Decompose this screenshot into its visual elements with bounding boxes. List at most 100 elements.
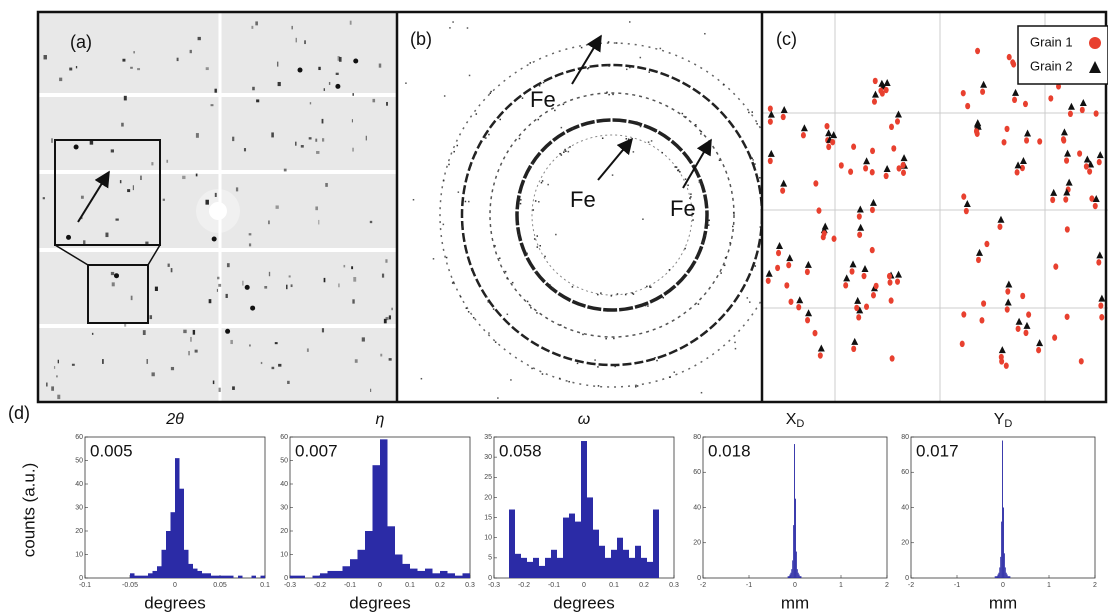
ring-spot	[636, 385, 639, 387]
panel-a	[38, 12, 397, 402]
ring-spot	[456, 144, 459, 147]
diffraction-spot	[349, 20, 352, 25]
y-tick-label: 35	[484, 434, 492, 441]
bar	[206, 573, 211, 578]
grain-1-spot	[997, 223, 1003, 230]
annotation: 0.005	[90, 441, 133, 460]
ring-spot	[661, 151, 663, 154]
diffuse-spot	[452, 21, 454, 23]
diffuse-spot	[432, 258, 435, 260]
diffraction-spot	[352, 93, 354, 96]
diffraction-spot	[264, 285, 268, 289]
ring-spot	[732, 225, 734, 228]
diffraction-spot	[176, 57, 179, 62]
ring-spot	[470, 164, 472, 167]
bar	[139, 575, 144, 578]
diffraction-spot	[308, 137, 312, 140]
ring-spot	[530, 307, 532, 309]
ring-spot	[535, 271, 538, 273]
ring-spot	[755, 255, 757, 257]
ring-spot	[700, 183, 702, 185]
diffraction-spot	[89, 140, 94, 145]
ring-spot	[639, 125, 642, 128]
bar	[788, 576, 790, 578]
ring-spot	[692, 219, 694, 221]
grain-1-spot	[963, 207, 969, 215]
bar	[527, 561, 533, 578]
ring-spot	[565, 150, 567, 152]
ring-spot	[571, 286, 574, 288]
grain-1-spot	[975, 47, 981, 55]
bar	[432, 573, 440, 578]
y-tick-label: 80	[693, 434, 701, 441]
ring-spot	[723, 264, 726, 267]
grain-1-spot	[1036, 346, 1042, 354]
x-tick-label: -0.1	[548, 582, 560, 589]
diffraction-spot	[291, 25, 293, 30]
ring-spot	[600, 292, 602, 294]
y-tick-label: 20	[75, 528, 83, 535]
grain-2-spot	[780, 105, 788, 113]
y-tick-label: 20	[693, 540, 701, 547]
diffraction-spot	[121, 122, 124, 127]
ring-spot	[487, 301, 490, 303]
grain-1-spot	[894, 118, 900, 125]
ring-spot	[445, 256, 448, 259]
x-tick-label: 0.1	[405, 582, 415, 589]
ring-spot	[569, 146, 571, 148]
ring-spot	[558, 377, 561, 380]
bar	[569, 513, 575, 578]
ring-spot	[650, 286, 652, 288]
diffraction-spot	[210, 104, 214, 107]
grain-2-spot	[895, 270, 903, 278]
diffuse-spot	[734, 341, 736, 344]
grain-1-spot	[851, 143, 857, 150]
bar	[623, 549, 629, 578]
x-tick-label: -0.2	[314, 582, 326, 589]
grain-1-spot	[1015, 325, 1021, 332]
grain-2-spot	[976, 248, 984, 256]
ring-spot	[492, 308, 495, 310]
y-tick-label: 20	[280, 528, 288, 535]
diffraction-spot	[251, 25, 254, 29]
bar	[653, 509, 659, 578]
grain-1-spot	[1087, 168, 1093, 175]
title-text: η	[376, 411, 385, 428]
diffraction-spot	[304, 40, 306, 45]
diffraction-spot	[214, 88, 217, 93]
bar	[161, 549, 166, 578]
ring-spot	[616, 293, 619, 295]
bar	[166, 531, 171, 578]
grain-1-spot	[1026, 311, 1032, 318]
grain-2-spot	[1019, 156, 1027, 164]
diffraction-spot	[182, 175, 186, 180]
diffraction-spot	[197, 36, 201, 41]
diffraction-spot	[252, 86, 255, 91]
diffraction-spot	[388, 358, 392, 361]
diffraction-spot	[195, 133, 199, 138]
grain-1-spot	[775, 264, 781, 272]
diffraction-spot	[277, 81, 281, 87]
diffraction-spot	[271, 132, 274, 138]
diffraction-spot	[321, 328, 325, 333]
grain-1-spot	[857, 231, 863, 238]
bar	[994, 576, 996, 578]
grain-1-spot	[1056, 83, 1062, 90]
grain-1-spot	[965, 102, 971, 110]
x-tick-label: 0	[582, 582, 586, 589]
grain-1-spot	[856, 314, 862, 321]
x-tick-label: 0.3	[669, 582, 679, 589]
diffuse-spot	[749, 301, 751, 303]
ring-spot	[681, 112, 684, 115]
diffraction-spot	[268, 220, 270, 225]
ring-spot	[526, 300, 529, 303]
grain-1-spot	[817, 352, 823, 359]
ring-spot	[534, 200, 537, 202]
grain-1-spot	[1014, 169, 1020, 176]
grain-2-spot	[767, 149, 775, 157]
ring-spot	[486, 295, 488, 298]
x-axis-label: mm	[781, 593, 809, 612]
diffraction-spot	[325, 182, 328, 187]
ring-spot	[511, 281, 514, 284]
